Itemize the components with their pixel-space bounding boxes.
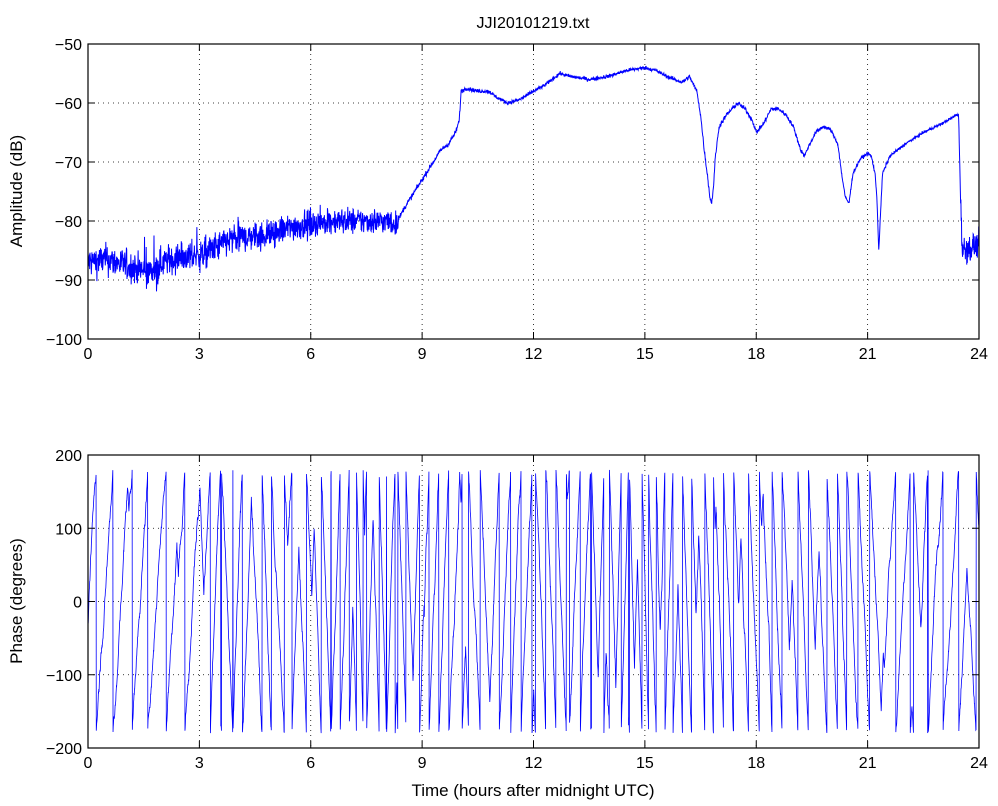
amplitude-x-tick-label: 21 — [859, 346, 877, 363]
amplitude-grid — [88, 44, 979, 339]
phase-x-tick-label: 3 — [195, 755, 204, 772]
amplitude-y-tick-label: −50 — [55, 37, 82, 54]
phase-y-tick-label: 200 — [55, 448, 82, 465]
amplitude-chart-title: JJI20101219.txt — [477, 15, 591, 32]
phase-x-tick-label: 21 — [859, 755, 877, 772]
amplitude-y-tick-label: −70 — [55, 155, 82, 172]
phase-x-tick-label: 0 — [84, 755, 93, 772]
amplitude-y-tick-label: −80 — [55, 214, 82, 231]
amplitude-y-tick-label: −90 — [55, 273, 82, 290]
phase-ticks: 0 3 6 9 12 15 18 21 24 −200 −100 0 100 200 — [46, 448, 988, 772]
phase-x-tick-label: 6 — [306, 755, 315, 772]
phase-y-tick-label: −100 — [46, 668, 82, 685]
phase-grid — [88, 455, 979, 748]
phase-series — [87, 469, 980, 734]
phase-x-tick-label: 12 — [525, 755, 543, 772]
amplitude-x-tick-label: 18 — [747, 346, 765, 363]
phase-panel: 0 3 6 9 12 15 18 21 24 −200 −100 0 100 200 Time (hour… — [7, 448, 988, 800]
phase-x-tick-label: 9 — [418, 755, 427, 772]
amplitude-x-tick-label: 0 — [84, 346, 93, 363]
phase-x-axis-label: Time (hours after midnight UTC) — [411, 781, 654, 800]
amplitude-x-tick-label: 9 — [418, 346, 427, 363]
amplitude-x-tick-label: 6 — [306, 346, 315, 363]
phase-x-tick-label: 24 — [970, 755, 988, 772]
amplitude-y-axis-label: Amplitude (dB) — [7, 135, 26, 247]
amplitude-series — [87, 65, 980, 292]
amplitude-panel: 0 3 6 9 12 15 18 21 24 −100 −90 −80 −70 −60 −50 JJI201… — [7, 15, 988, 363]
amplitude-x-tick-label: 12 — [525, 346, 543, 363]
amplitude-y-tick-label: −60 — [55, 96, 82, 113]
amplitude-y-tick-label: −100 — [46, 332, 82, 349]
phase-y-tick-label: −200 — [46, 741, 82, 758]
phase-y-tick-label: 0 — [73, 595, 82, 612]
amplitude-series-line — [87, 65, 980, 292]
phase-x-tick-label: 15 — [636, 755, 654, 772]
amplitude-x-tick-label: 24 — [970, 346, 988, 363]
phase-y-tick-label: 100 — [55, 521, 82, 538]
phase-y-axis-label: Phase (degrees) — [7, 538, 26, 664]
amplitude-x-tick-label: 15 — [636, 346, 654, 363]
phase-series-line — [87, 469, 980, 734]
phase-x-tick-label: 18 — [747, 755, 765, 772]
amplitude-ticks: 0 3 6 9 12 15 18 21 24 −100 −90 −80 −70 −60 −50 — [46, 37, 988, 363]
amplitude-x-tick-label: 3 — [195, 346, 204, 363]
